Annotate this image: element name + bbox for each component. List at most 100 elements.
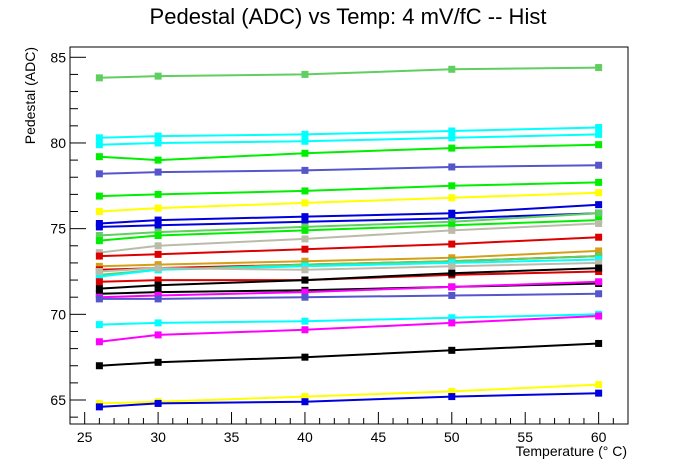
series-22 [95, 290, 603, 303]
data-point [154, 250, 162, 258]
data-point [154, 264, 162, 272]
data-point [301, 293, 309, 301]
data-point [595, 259, 603, 267]
data-point [301, 218, 309, 226]
data-point [154, 399, 162, 407]
series-line [99, 143, 599, 162]
data-point [448, 127, 456, 135]
y-tick-label: 70 [50, 306, 66, 322]
data-point [154, 358, 162, 366]
data-point [154, 72, 162, 80]
data-point [154, 156, 162, 164]
data-point [595, 233, 603, 241]
data-point [448, 144, 456, 152]
x-tick-label: 50 [444, 429, 460, 445]
data-point [154, 221, 162, 229]
data-point [448, 209, 456, 217]
x-tick-label: 35 [224, 429, 240, 445]
series-1 [95, 124, 603, 142]
x-tick-label: 55 [517, 429, 533, 445]
data-point [154, 281, 162, 289]
series-27 [95, 389, 603, 411]
data-point [301, 266, 309, 274]
x-tick-label: 45 [371, 429, 387, 445]
data-point [595, 141, 603, 149]
data-point [448, 283, 456, 291]
data-point [448, 262, 456, 270]
series-line [99, 164, 599, 175]
data-point [95, 403, 103, 411]
data-point [448, 269, 456, 277]
data-point [301, 187, 309, 195]
data-point [154, 331, 162, 339]
series-5 [95, 178, 603, 200]
data-point [301, 317, 309, 325]
series-line [99, 270, 599, 283]
data-point [448, 194, 456, 202]
data-point [95, 237, 103, 245]
data-point [448, 346, 456, 354]
data-point [154, 190, 162, 198]
data-point [301, 288, 309, 296]
data-point [95, 321, 103, 329]
data-point [448, 226, 456, 234]
data-point [595, 247, 603, 255]
chart-title: Pedestal (ADC) vs Temp: 4 mV/fC -- Hist [150, 4, 547, 29]
data-point [595, 209, 603, 217]
data-point [95, 74, 103, 82]
x-tick-label: 60 [591, 429, 607, 445]
data-point [448, 240, 456, 248]
y-axis-title: Pedestal (ADC) [22, 47, 38, 144]
data-point [595, 178, 603, 186]
data-point [301, 70, 309, 78]
data-point [595, 189, 603, 197]
data-point [95, 267, 103, 275]
series-3 [95, 141, 603, 164]
data-point [95, 278, 103, 286]
series-4 [95, 161, 603, 178]
data-point [301, 149, 309, 157]
data-point [301, 235, 309, 243]
data-point [95, 223, 103, 231]
data-point [301, 245, 309, 253]
data-point [301, 213, 309, 221]
data-point [448, 393, 456, 401]
data-point [301, 353, 309, 361]
data-point [595, 220, 603, 228]
y-tick-label: 65 [50, 392, 66, 408]
x-tick-label: 25 [77, 429, 93, 445]
y-tick-label: 75 [50, 221, 66, 237]
data-point [154, 276, 162, 284]
y-tick-label: 80 [50, 135, 66, 151]
series-line [99, 236, 599, 258]
data-point [595, 389, 603, 397]
data-point [95, 232, 103, 239]
series-line [99, 342, 599, 367]
data-point [95, 285, 103, 293]
data-point [95, 134, 103, 142]
series-line [99, 66, 599, 79]
data-point [95, 273, 103, 281]
data-point [301, 398, 309, 406]
data-point [448, 319, 456, 327]
series-layer [95, 64, 603, 411]
data-point [95, 362, 103, 370]
series-25 [95, 339, 603, 370]
data-point [301, 226, 309, 234]
data-point [448, 291, 456, 299]
data-point [95, 170, 103, 178]
series-line [99, 219, 599, 242]
data-point [595, 130, 603, 138]
series-17 [95, 259, 603, 275]
series-19 [95, 264, 603, 293]
data-point [95, 153, 103, 161]
data-point [595, 278, 603, 286]
data-point [95, 338, 103, 346]
data-point [301, 393, 309, 401]
data-point [595, 264, 603, 272]
x-axis-title: Temperature (° C) [516, 443, 627, 459]
x-tick-label: 30 [150, 429, 166, 445]
data-point [95, 192, 103, 200]
data-point [95, 208, 103, 216]
